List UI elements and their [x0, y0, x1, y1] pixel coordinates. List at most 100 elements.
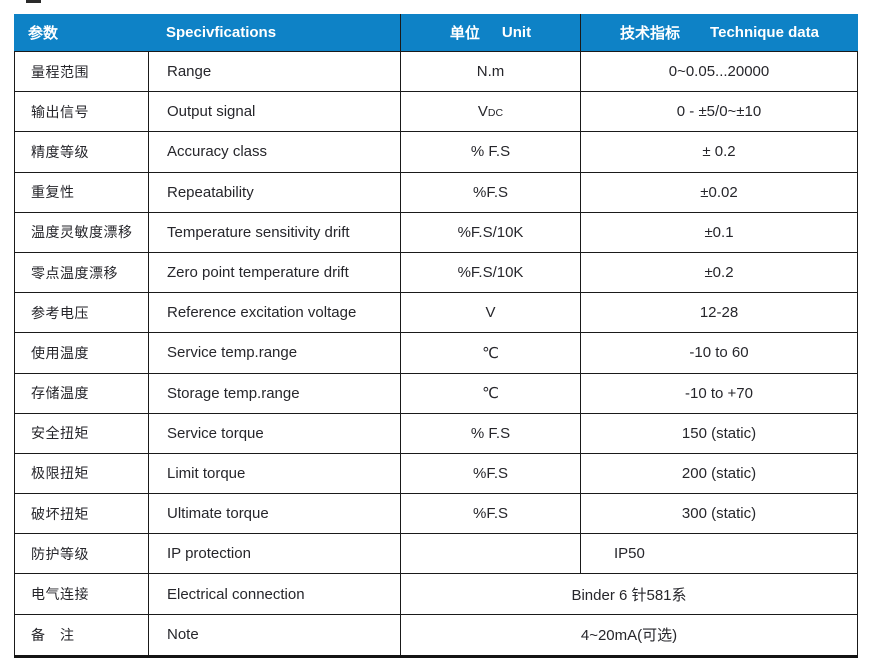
param-cell: 精度等级 — [15, 132, 148, 171]
value-cell: 0~0.05...20000 — [580, 52, 857, 92]
param-label: 输出信号 — [31, 103, 89, 120]
spec-cell: Service temp.range — [148, 333, 400, 373]
param-cell: 参考电压 — [15, 293, 148, 332]
spec-label: Ultimate torque — [167, 505, 269, 523]
unit-text: % F.S — [470, 424, 511, 442]
spec-label: Zero point temperature drift — [167, 264, 349, 282]
header-tech-zh-label: 技术指标 — [620, 25, 681, 42]
spec-label: Temperature sensitivity drift — [167, 223, 350, 241]
param-label: 电气连接 — [31, 586, 89, 603]
param-label: 参考电压 — [31, 304, 89, 321]
header-cell-technique-data: 技术指标 Technique data — [580, 14, 858, 51]
value-cell: ±0.1 — [580, 212, 857, 252]
unit-cell: V — [400, 293, 580, 333]
header-unit-en-label: Unit — [501, 24, 532, 41]
param-cell: 输出信号 — [15, 92, 148, 131]
unit-text: ℃ — [482, 385, 499, 403]
spec-table: 参数 Specivfications 单位 Unit 技术指标 Techniqu… — [14, 14, 858, 658]
value-cell: 12-28 — [580, 293, 857, 333]
value-cell: 150 (static) — [580, 413, 857, 453]
table-row: 安全扭矩 Service torque % F.S 150 (static) — [14, 413, 858, 454]
param-label: 精度等级 — [31, 143, 89, 160]
value-text: 0 - ±5/0~±10 — [676, 103, 762, 121]
spec-label: IP protection — [167, 545, 251, 563]
spec-cell: Ultimate torque — [148, 494, 400, 534]
param-cell: 破坏扭矩 — [15, 494, 148, 533]
spec-label: Storage temp.range — [167, 384, 300, 402]
param-cell: 存储温度 — [15, 374, 148, 413]
unit-text: N.m — [476, 63, 505, 81]
param-label: 存储温度 — [31, 385, 89, 402]
value-text: 0~0.05...20000 — [668, 63, 770, 81]
spec-label: Range — [167, 63, 212, 81]
unit-text: V — [477, 103, 488, 121]
value-text: ±0.2 — [704, 264, 734, 282]
unit-cell: %F.S/10K — [400, 252, 580, 293]
spec-label: Limit torque — [167, 464, 246, 482]
value-cell: ± 0.2 — [580, 132, 857, 172]
merged-value-text: 4~20mA(可选) — [580, 627, 678, 645]
spec-cell: Output signal — [148, 92, 400, 132]
table-row: 电气连接 Electrical connection Binder 6 针581系 — [14, 574, 858, 615]
unit-cell: %F.S — [400, 172, 580, 212]
value-text: 150 (static) — [681, 424, 757, 442]
header-unit-zh-label: 单位 — [449, 25, 480, 42]
spec-cell: Note — [148, 614, 400, 655]
value-cell: 0 - ±5/0~±10 — [580, 92, 857, 132]
param-label: 破坏扭矩 — [31, 505, 89, 522]
unit-cell — [400, 534, 580, 574]
spec-cell: Repeatability — [148, 172, 400, 212]
table-row: 重复性 Repeatability %F.S ±0.02 — [14, 172, 858, 213]
table-row: 精度等级 Accuracy class % F.S ± 0.2 — [14, 132, 858, 173]
table-row: 温度灵敏度漂移 Temperature sensitivity drift %F.S… — [14, 212, 858, 253]
unit-cell: % F.S — [400, 413, 580, 453]
header-spec-label: Specivfications — [166, 24, 277, 41]
value-cell: IP50 — [580, 534, 857, 574]
spec-label: Repeatability — [167, 183, 254, 201]
unit-text: V — [485, 304, 496, 322]
spec-cell: Reference excitation voltage — [148, 293, 400, 333]
table-body: 量程范围 Range N.m 0~0.05...20000 输出信号 Output sig… — [14, 52, 858, 655]
unit-text: %F.S/10K — [457, 223, 524, 241]
unit-cell: %F.S — [400, 494, 580, 534]
param-cell: 使用温度 — [15, 333, 148, 372]
unit-cell: %F.S — [400, 453, 580, 494]
param-label: 重复性 — [31, 184, 75, 201]
unit-cell: V DC — [400, 92, 580, 132]
value-text: ±0.02 — [700, 183, 738, 201]
param-label: 零点温度漂移 — [31, 264, 118, 281]
header-cell-param: 参数 — [14, 14, 148, 51]
param-label: 使用温度 — [31, 344, 89, 361]
value-text: IP50 — [614, 545, 645, 563]
table-row: 存储温度 Storage temp.range ℃ -10 to +70 — [14, 373, 858, 414]
table-row: 备 注 Note 4~20mA(可选) — [14, 614, 858, 655]
header-param-label: 参数 — [28, 25, 59, 42]
merged-value-text: Binder 6 针581系 — [571, 586, 687, 604]
value-text: ± 0.2 — [702, 143, 736, 161]
header-cell-unit: 单位 Unit — [400, 14, 580, 51]
value-cell: 300 (static) — [580, 494, 857, 534]
value-text: ±0.1 — [704, 223, 734, 241]
param-cell: 备 注 — [15, 615, 148, 655]
spec-cell: IP protection — [148, 534, 400, 574]
unit-text: ℃ — [482, 344, 499, 362]
spec-cell: Range — [148, 52, 400, 92]
table-row: 量程范围 Range N.m 0~0.05...20000 — [14, 52, 858, 93]
table-header-row: 参数 Specivfications 单位 Unit 技术指标 Techniqu… — [14, 14, 858, 52]
value-cell: -10 to +70 — [580, 373, 857, 413]
unit-cell: % F.S — [400, 132, 580, 172]
param-cell: 防护等级 — [15, 534, 148, 573]
spec-cell: Electrical connection — [148, 574, 400, 614]
merged-value-cell: 4~20mA(可选) — [400, 614, 857, 655]
unit-text: %F.S/10K — [457, 264, 524, 282]
param-cell: 重复性 — [15, 173, 148, 212]
merged-value-cell: Binder 6 针581系 — [400, 574, 857, 614]
table-row: 极限扭矩 Limit torque %F.S 200 (static) — [14, 453, 858, 495]
unit-cell: ℃ — [400, 373, 580, 413]
param-cell: 零点温度漂移 — [15, 253, 148, 292]
table-row: 破坏扭矩 Ultimate torque %F.S 300 (static) — [14, 494, 858, 535]
param-cell: 温度灵敏度漂移 — [15, 213, 148, 252]
spec-label: Electrical connection — [167, 585, 305, 603]
param-label: 量程范围 — [31, 63, 89, 80]
